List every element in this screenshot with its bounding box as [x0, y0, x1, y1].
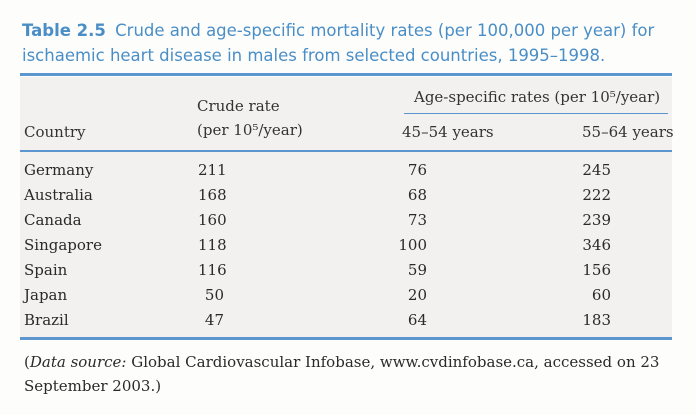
rate-45-54-cell: 68	[407, 186, 427, 204]
crude-rate-cell: 160	[198, 211, 227, 229]
country-cell: Germany	[24, 161, 94, 179]
rate-55-64-cell: 245	[582, 161, 611, 179]
crude-rate-cell: 211	[198, 161, 227, 179]
country-cell: Brazil	[24, 311, 69, 329]
rate-45-54-cell: 64	[407, 311, 427, 329]
rate-45-54-cell: 59	[407, 261, 427, 279]
rate-45-54-cell: 100	[398, 236, 427, 254]
header-country: Country	[24, 123, 86, 141]
header-crude-rate: Crude rate	[197, 97, 280, 115]
country-cell: Singapore	[24, 236, 102, 254]
table-title: Crude and age-specific mortality rates (…	[22, 21, 655, 65]
country-cell: Canada	[24, 211, 82, 229]
rate-55-64-cell: 183	[582, 311, 611, 329]
rate-55-64-cell: 222	[582, 186, 611, 204]
data-source-note: (Data source: Global Cardiovascular Info…	[24, 353, 660, 395]
rate-55-64-cell: 60	[591, 286, 611, 304]
rate-55-64-cell: 346	[582, 236, 611, 254]
table-label: Table 2.5	[22, 21, 106, 40]
country-cell: Spain	[24, 261, 68, 279]
rate-45-54-cell: 20	[407, 286, 427, 304]
rate-45-54-cell: 73	[407, 211, 427, 229]
crude-rate-cell: 116	[198, 261, 227, 279]
rate-55-64-cell: 156	[582, 261, 611, 279]
crude-rate-cell: 118	[198, 236, 227, 254]
data-source-text: Global Cardiovascular Infobase, www.cvdi…	[24, 353, 660, 395]
country-cell: Australia	[24, 186, 93, 204]
header-crude-unit: (per 10⁵/year)	[197, 121, 303, 139]
top-rule	[20, 73, 672, 76]
table-background	[20, 77, 672, 338]
crude-rate-cell: 168	[198, 186, 227, 204]
crude-rate-cell: 50	[204, 286, 224, 304]
header-45-54: 45–54 years	[402, 123, 494, 141]
bottom-rule	[20, 337, 672, 340]
spanner-rule	[404, 113, 668, 114]
header-age-specific: Age-specific rates (per 10⁵/year)	[414, 88, 661, 106]
rate-55-64-cell: 239	[582, 211, 611, 229]
table-caption: Table 2.5 Crude and age-specific mortali…	[22, 18, 672, 68]
header-55-64: 55–64 years	[582, 123, 674, 141]
data-source-label: Data source:	[29, 353, 127, 371]
rate-45-54-cell: 76	[407, 161, 427, 179]
header-rule	[20, 150, 672, 152]
country-cell: Japan	[24, 286, 68, 304]
crude-rate-cell: 47	[204, 311, 224, 329]
